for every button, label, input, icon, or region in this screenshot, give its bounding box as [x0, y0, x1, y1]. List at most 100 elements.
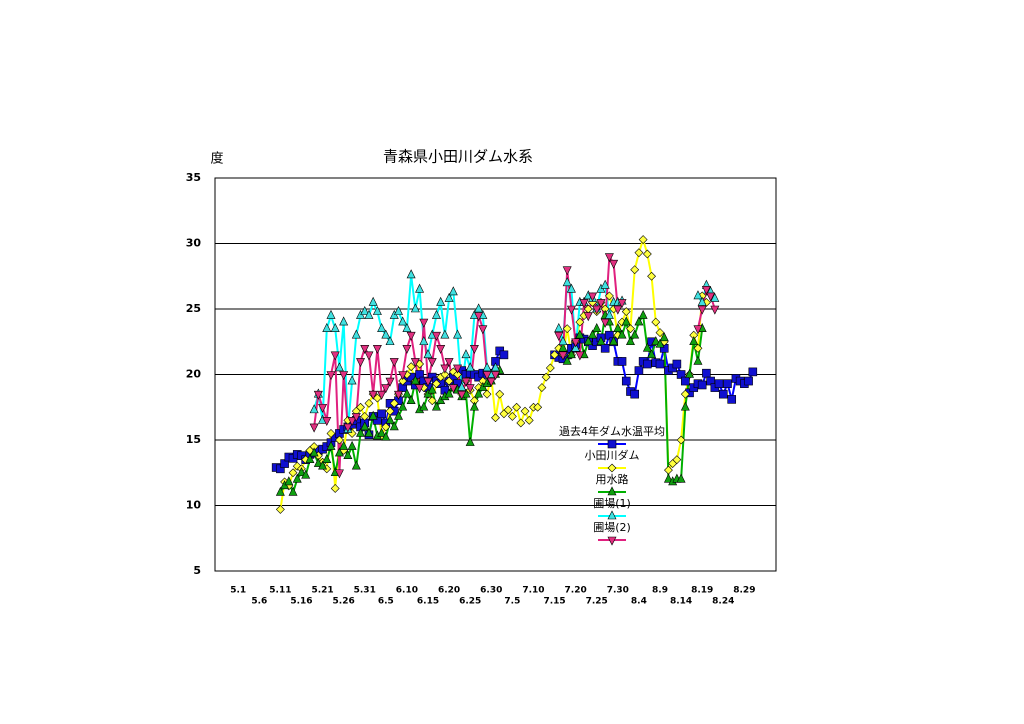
marker [288, 468, 298, 478]
marker [566, 283, 576, 293]
legend-marker [607, 536, 617, 546]
y-tick-label: 20 [186, 368, 202, 381]
marker [710, 305, 720, 315]
marker [389, 421, 399, 431]
marker [647, 271, 656, 281]
marker [714, 379, 724, 388]
marker [638, 235, 648, 244]
marker [364, 398, 374, 408]
marker [461, 349, 471, 359]
marker [651, 336, 661, 346]
marker [571, 338, 581, 348]
x-tick-label: 8.19 [691, 586, 713, 596]
x-tick-label: 6.5 [378, 597, 394, 607]
marker [448, 286, 458, 296]
marker [697, 305, 707, 315]
marker [520, 406, 530, 416]
x-tick-label: 8.14 [670, 597, 692, 607]
marker [642, 249, 652, 259]
marker [474, 312, 484, 322]
marker [410, 375, 420, 385]
marker [604, 253, 614, 263]
y-tick-label: 5 [193, 564, 201, 577]
marker [469, 401, 479, 411]
y-tick-label: 35 [186, 171, 201, 184]
y-tick-label: 10 [186, 499, 202, 512]
legend-marker [607, 463, 617, 473]
marker [617, 329, 627, 339]
marker [410, 358, 420, 368]
marker [562, 266, 572, 276]
marker [360, 411, 370, 421]
marker [398, 316, 408, 326]
marker [432, 379, 441, 389]
x-tick-label: 7.10 [522, 586, 544, 596]
marker [491, 362, 500, 372]
marker [309, 447, 319, 457]
x-tick-label: 7.30 [607, 586, 629, 596]
marker [537, 383, 547, 393]
marker [343, 450, 353, 460]
marker [651, 317, 661, 327]
marker [558, 342, 568, 352]
legend-marker [607, 439, 617, 449]
marker [313, 457, 323, 467]
marker [389, 358, 399, 368]
marker [393, 410, 403, 420]
legend-label: 用水路 [596, 473, 629, 486]
marker [444, 358, 454, 368]
marker [330, 322, 340, 332]
marker [676, 435, 686, 445]
marker [284, 476, 294, 486]
marker [655, 359, 665, 369]
marker [423, 377, 433, 387]
marker [326, 440, 336, 450]
marker [322, 417, 332, 427]
legend-label: 過去4年ダム水温平均 [559, 424, 665, 438]
marker [625, 336, 635, 346]
marker [356, 427, 366, 437]
marker [351, 329, 361, 339]
marker [575, 317, 585, 327]
marker [613, 322, 623, 332]
x-tick-label: 5.31 [354, 586, 376, 596]
marker [541, 372, 551, 382]
marker [393, 390, 403, 400]
marker [415, 384, 425, 394]
marker [499, 350, 509, 360]
marker [436, 344, 446, 354]
markers [271, 235, 758, 514]
marker [491, 371, 500, 381]
marker [330, 351, 340, 361]
marker [339, 316, 349, 326]
marker [474, 388, 484, 398]
marker [588, 292, 598, 302]
marker [364, 351, 374, 361]
marker [385, 414, 395, 424]
marker [322, 453, 332, 463]
marker [465, 362, 475, 372]
marker [621, 376, 631, 386]
marker [748, 367, 758, 377]
marker [613, 305, 623, 315]
x-tick-label: 8.4 [631, 597, 647, 607]
marker [545, 363, 555, 373]
marker [579, 299, 589, 309]
marker [465, 384, 475, 394]
marker [313, 390, 323, 400]
marker [634, 316, 644, 326]
marker [339, 371, 349, 381]
marker [588, 329, 598, 339]
x-tick-label: 8.9 [652, 586, 668, 596]
x-tick-label: 6.25 [459, 597, 481, 607]
marker [326, 429, 336, 438]
marker [562, 355, 572, 365]
marker [440, 370, 450, 379]
marker [693, 325, 703, 335]
marker [457, 390, 467, 400]
marker [406, 395, 416, 405]
marker [377, 322, 387, 332]
marker [398, 371, 408, 381]
marker [322, 322, 332, 332]
